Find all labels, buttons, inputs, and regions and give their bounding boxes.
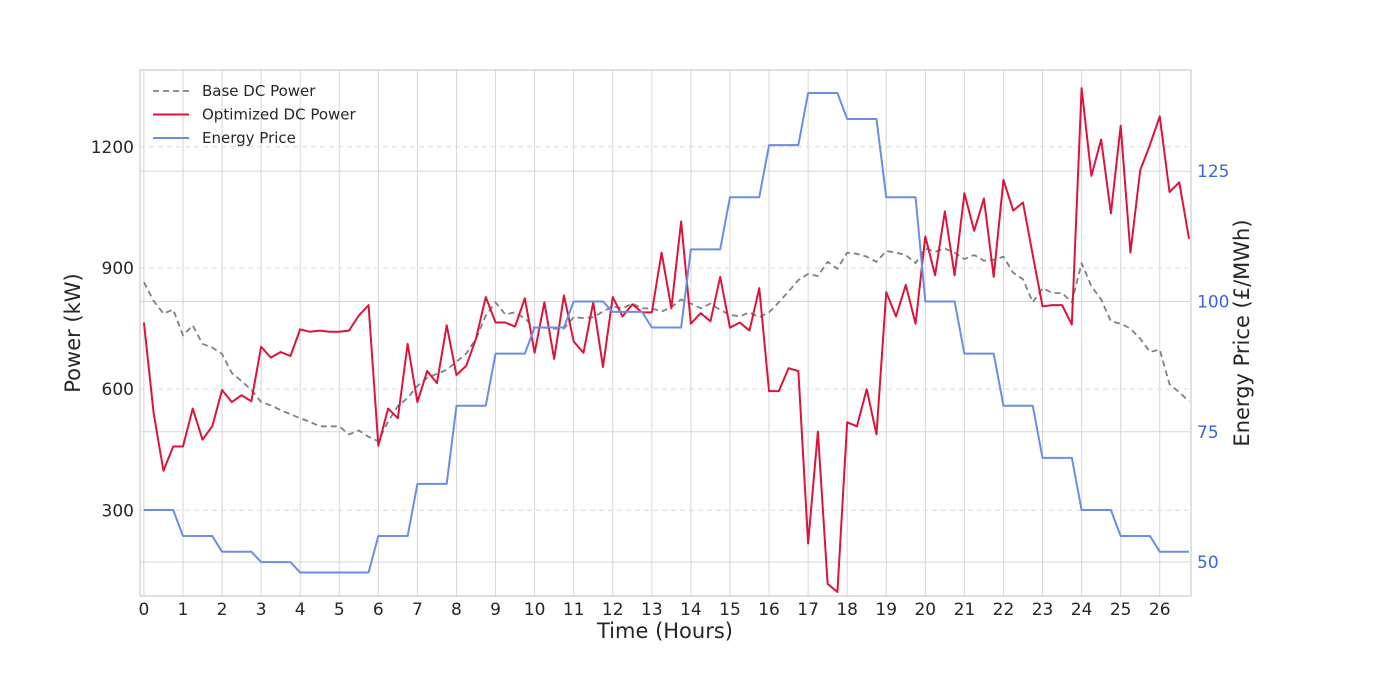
x-tick-label: 4 (295, 600, 306, 620)
x-tick-label: 20 (914, 600, 936, 620)
y2-tick-label: 75 (1197, 423, 1219, 443)
x-tick-label: 23 (1032, 600, 1054, 620)
x-tick-label: 16 (758, 600, 780, 620)
x-tick-label: 17 (797, 600, 819, 620)
x-tick-label: 21 (954, 600, 976, 620)
x-axis-title: Time (Hours) (596, 619, 733, 643)
y2-axis-title: Energy Price (£/MWh) (1230, 219, 1254, 446)
x-tick-label: 1 (178, 600, 189, 620)
x-tick-label: 19 (875, 600, 897, 620)
plot-frame (139, 69, 1192, 597)
y-tick-label: 1200 (91, 138, 134, 158)
legend-label-1: Base DC Power (202, 82, 316, 100)
x-tick-label: 7 (412, 600, 423, 620)
x-tick-label: 26 (1149, 600, 1171, 620)
x-tick-label: 12 (602, 600, 624, 620)
y-tick-label: 600 (102, 380, 134, 400)
legend-label-2: Optimized DC Power (202, 106, 357, 124)
x-tick-label: 18 (836, 600, 858, 620)
x-tick-label: 0 (138, 600, 149, 620)
x-tick-label: 24 (1071, 600, 1093, 620)
plot-background (140, 70, 1191, 596)
x-tick-label: 22 (993, 600, 1015, 620)
x-tick-label: 15 (719, 600, 741, 620)
series-line-3 (143, 91, 1190, 574)
legend: Base DC Power Optimized DC Power Energy Pr… (153, 82, 357, 147)
legend-label-3: Energy Price (202, 129, 296, 147)
series-line-1 (143, 247, 1190, 443)
x-tick-label: 25 (1110, 600, 1132, 620)
tick-labels: 0 1 2 3 4 5 6 7 8 9 10 11 12 13 14 15 16 17 18 19 20 21 22 23 24… (91, 138, 1230, 620)
x-tick-label: 2 (217, 600, 228, 620)
x-tick-label: 8 (451, 600, 462, 620)
y2-tick-label: 50 (1197, 553, 1219, 573)
x-tick-label: 14 (680, 600, 702, 620)
x-tick-label: 6 (373, 600, 384, 620)
x-tick-label: 13 (641, 600, 663, 620)
x-tick-label: 10 (524, 600, 546, 620)
y-tick-label: 900 (102, 259, 134, 279)
y-tick-label: 300 (102, 501, 134, 521)
y2-tick-label: 100 (1197, 292, 1229, 312)
y2-tick-label: 125 (1197, 162, 1229, 182)
y-axis-title: Power (kW) (61, 273, 85, 392)
grid-lines (140, 70, 1191, 596)
series-line-2 (142, 87, 1191, 593)
x-tick-label: 3 (256, 600, 267, 620)
x-tick-label: 11 (563, 600, 585, 620)
x-tick-label: 5 (334, 600, 345, 620)
x-tick-label: 9 (490, 600, 501, 620)
series-group (142, 87, 1191, 593)
